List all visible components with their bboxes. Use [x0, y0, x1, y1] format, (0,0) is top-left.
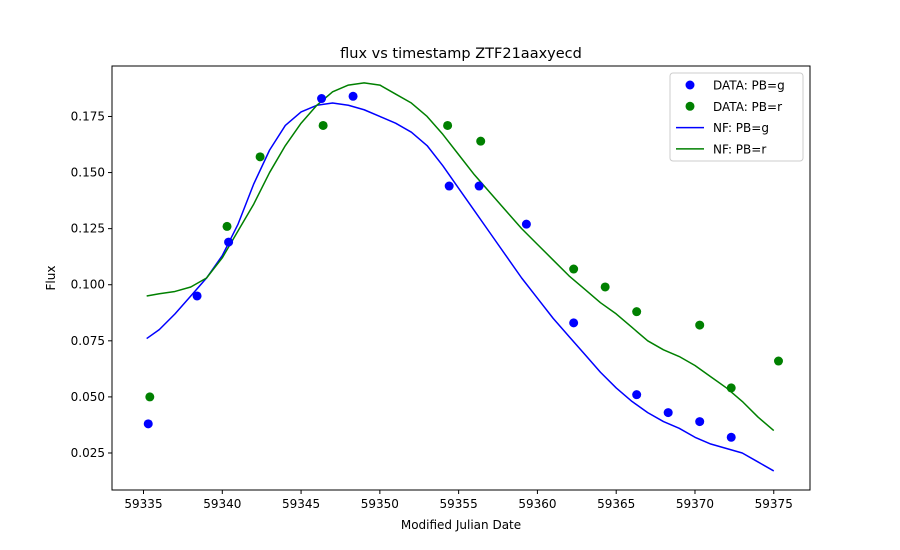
legend-box — [669, 72, 804, 162]
legend-label-data-pb-r: DATA: PB=r — [713, 100, 782, 114]
data-point-g — [521, 219, 531, 229]
data-point-g — [695, 417, 705, 427]
data-point-r — [255, 152, 265, 162]
data-point-r — [600, 282, 610, 292]
data-point-r — [726, 383, 736, 393]
x-tick-label: 59360 — [518, 497, 556, 511]
chart-title: flux vs timestamp ZTF21aaxyecd — [340, 46, 582, 62]
data-point-g — [224, 237, 234, 247]
y-tick-label: 0.150 — [71, 166, 105, 180]
data-point-r — [695, 320, 705, 330]
data-point-g — [474, 181, 484, 191]
data-point-g — [143, 419, 153, 429]
data-point-g — [192, 291, 202, 301]
y-axis-label: Flux — [44, 266, 58, 291]
x-tick-label: 59340 — [203, 497, 241, 511]
y-tick-label: 0.175 — [71, 109, 105, 123]
x-tick-label: 59375 — [755, 497, 793, 511]
series-line-nf-r — [146, 82, 775, 432]
data-point-g — [726, 432, 736, 442]
legend-label-nf-pb-g: NF: PB=g — [713, 121, 769, 135]
y-tick-label: 0.100 — [71, 278, 105, 292]
legend-label-data-pb-g: DATA: PB=g — [713, 79, 785, 93]
y-tick-label: 0.075 — [71, 334, 105, 348]
plot-marks — [143, 82, 783, 472]
legend: DATA: PB=g DATA: PB=r NF: PB=g NF: PB=r — [669, 72, 804, 162]
series-line-nf-g — [146, 102, 775, 472]
data-point-g — [444, 181, 454, 191]
y-tick-label: 0.125 — [71, 222, 105, 236]
x-tick-label: 59350 — [361, 497, 399, 511]
data-point-g — [632, 390, 642, 400]
data-point-g — [348, 91, 358, 101]
data-point-r — [145, 392, 155, 402]
data-point-g — [569, 318, 579, 328]
x-tick-label: 59370 — [676, 497, 714, 511]
legend-marker-data-pb-g — [685, 80, 695, 90]
y-tick-label: 0.025 — [71, 446, 105, 460]
legend-label-nf-pb-r: NF: PB=r — [713, 142, 766, 156]
x-tick-label: 59335 — [124, 497, 162, 511]
data-point-r — [318, 120, 328, 130]
data-point-r — [476, 136, 486, 146]
legend-marker-data-pb-r — [685, 101, 695, 111]
data-point-r — [443, 120, 453, 130]
data-point-g — [317, 94, 327, 104]
data-point-r — [773, 356, 783, 366]
x-tick-label: 59345 — [282, 497, 320, 511]
data-point-g — [663, 408, 673, 418]
y-tick-label: 0.050 — [71, 390, 105, 404]
x-axis-label: Modified Julian Date — [401, 518, 521, 532]
data-point-r — [632, 307, 642, 317]
x-tick-label: 59355 — [440, 497, 478, 511]
axes: 59335 59340 59345 59350 59355 59360 59365 59370… — [71, 65, 811, 511]
plot-area — [143, 82, 783, 472]
x-tick-label: 59365 — [597, 497, 635, 511]
data-point-r — [222, 221, 232, 231]
data-point-r — [569, 264, 579, 274]
axes-frame — [111, 65, 811, 491]
